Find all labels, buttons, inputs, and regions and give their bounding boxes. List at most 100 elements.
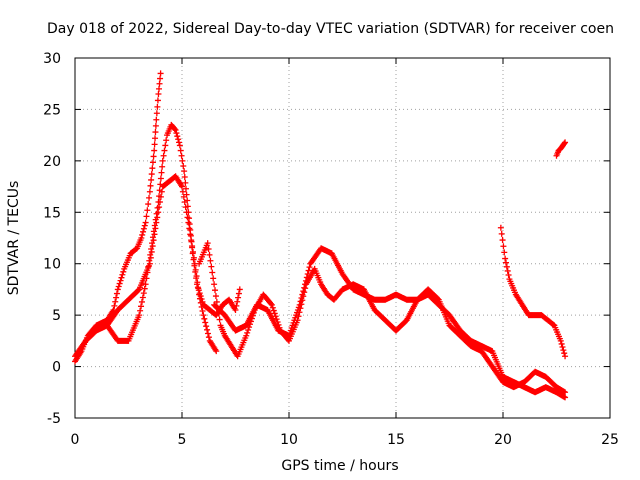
data-point [181,174,188,181]
data-point [302,281,309,288]
data-point [142,281,149,288]
data-point [232,307,239,313]
data-point [153,116,160,123]
data-point [154,103,161,110]
data-point [115,283,122,290]
data-point [180,193,187,200]
data-point [296,301,303,308]
data-point [559,344,566,351]
data-point [155,91,162,97]
data-point [153,110,160,117]
data-point [234,298,241,305]
data-point [113,290,120,297]
data-point [200,312,207,319]
data-point [235,290,242,297]
data-point [498,230,505,237]
data-point [562,139,569,146]
data-point [112,298,119,305]
data-point [146,188,153,195]
data-point [502,255,509,262]
data-point [150,237,157,244]
data-point [306,264,313,271]
data-point [497,224,504,231]
data-point [504,267,511,274]
data-point [141,222,148,229]
data-point [182,204,189,211]
data-point [297,298,304,305]
data-point [119,271,126,278]
x-tick-label: 0 [71,432,80,448]
data-point [136,312,143,319]
data-point [137,307,144,314]
data-point [267,300,274,307]
data-point [187,231,194,238]
data-point [120,268,127,275]
data-point [158,188,165,195]
data-point [149,159,156,166]
data-point [210,275,217,282]
data-point [208,263,215,270]
data-point [146,260,153,267]
data-point [300,288,307,295]
data-point [205,334,212,341]
data-point [558,340,565,347]
data-point [503,263,510,270]
series-track-3 [104,173,220,355]
data-point [560,347,567,354]
data-point [159,157,166,164]
data-point [196,295,203,302]
data-point [216,316,223,323]
data-point [157,70,164,77]
data-point [194,279,201,286]
data-point [135,287,142,294]
series-track-5 [211,245,569,401]
data-point [152,135,159,142]
data-point [159,163,166,170]
data-point [195,285,202,292]
data-point [299,291,306,298]
data-point [155,85,162,92]
data-point [147,254,154,261]
data-point [148,248,155,255]
data-point [212,287,219,294]
data-point [561,350,568,357]
data-point [152,129,159,136]
data-point [186,225,193,232]
y-tick-label: 0 [52,360,61,376]
data-point [212,293,219,300]
x-tick-label: 10 [280,432,298,448]
data-point [141,285,148,292]
data-point [190,248,197,255]
data-point [151,147,158,154]
data-point [180,163,187,169]
data-point [505,272,512,279]
data-point [499,237,506,244]
data-point [303,274,310,281]
data-point [206,251,213,258]
data-point [190,254,197,261]
data-point [174,133,181,140]
data-point [152,122,159,129]
data-point [148,176,155,183]
data-point [235,294,242,301]
data-point [177,147,184,154]
x-axis-label: GPS time / hours [281,458,398,474]
data-point [152,225,159,232]
data-point [140,228,147,235]
data-point [302,277,309,284]
data-point [181,199,188,205]
data-point [142,219,149,226]
data-point [150,153,157,160]
series-track-1 [72,70,164,365]
data-point [211,281,218,288]
data-point [213,348,220,355]
data-point [158,169,165,176]
data-point [156,199,163,205]
data-point [116,280,123,287]
data-point [270,307,277,314]
data-point [202,319,209,326]
series-track-2 [72,121,243,360]
data-point [151,141,158,148]
data-point [185,219,192,226]
